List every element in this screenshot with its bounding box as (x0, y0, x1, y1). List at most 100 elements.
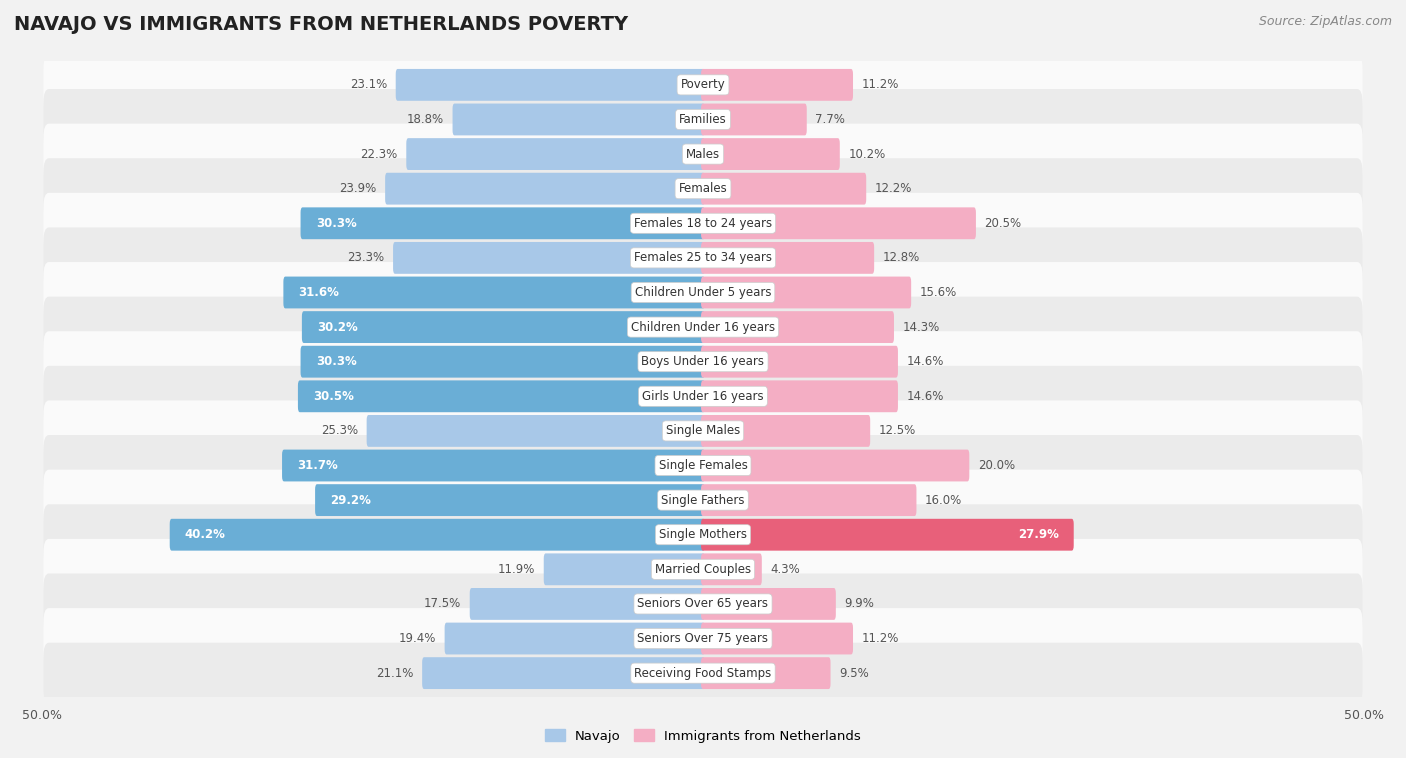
Text: 18.8%: 18.8% (406, 113, 444, 126)
FancyBboxPatch shape (702, 518, 1074, 550)
Text: Single Mothers: Single Mothers (659, 528, 747, 541)
FancyBboxPatch shape (394, 242, 704, 274)
FancyBboxPatch shape (702, 449, 969, 481)
FancyBboxPatch shape (702, 588, 835, 620)
FancyBboxPatch shape (702, 208, 976, 240)
Text: 21.1%: 21.1% (377, 666, 413, 680)
FancyBboxPatch shape (44, 400, 1362, 462)
Text: 30.3%: 30.3% (316, 356, 357, 368)
FancyBboxPatch shape (544, 553, 704, 585)
Text: 20.0%: 20.0% (979, 459, 1015, 472)
Text: 11.2%: 11.2% (862, 78, 898, 92)
Text: 30.5%: 30.5% (314, 390, 354, 402)
Text: 22.3%: 22.3% (360, 148, 398, 161)
Text: 31.7%: 31.7% (297, 459, 337, 472)
Text: 14.6%: 14.6% (907, 390, 943, 402)
Text: 40.2%: 40.2% (186, 528, 226, 541)
Text: 27.9%: 27.9% (1018, 528, 1059, 541)
FancyBboxPatch shape (702, 381, 898, 412)
Text: 20.5%: 20.5% (984, 217, 1022, 230)
Text: Boys Under 16 years: Boys Under 16 years (641, 356, 765, 368)
FancyBboxPatch shape (406, 138, 704, 170)
FancyBboxPatch shape (702, 657, 831, 689)
FancyBboxPatch shape (301, 346, 704, 377)
Text: 12.8%: 12.8% (883, 252, 920, 265)
FancyBboxPatch shape (44, 193, 1362, 254)
Text: 11.2%: 11.2% (862, 632, 898, 645)
Text: 14.6%: 14.6% (907, 356, 943, 368)
Text: 16.0%: 16.0% (925, 493, 962, 506)
Text: 15.6%: 15.6% (920, 286, 957, 299)
Text: Girls Under 16 years: Girls Under 16 years (643, 390, 763, 402)
Text: 17.5%: 17.5% (423, 597, 461, 610)
FancyBboxPatch shape (44, 574, 1362, 634)
FancyBboxPatch shape (298, 381, 704, 412)
FancyBboxPatch shape (702, 242, 875, 274)
Text: 23.9%: 23.9% (339, 182, 377, 195)
Text: 11.9%: 11.9% (498, 563, 536, 576)
Text: Single Males: Single Males (666, 424, 740, 437)
Text: 31.6%: 31.6% (298, 286, 339, 299)
Text: Seniors Over 75 years: Seniors Over 75 years (637, 632, 769, 645)
Text: 23.3%: 23.3% (347, 252, 384, 265)
FancyBboxPatch shape (702, 69, 853, 101)
Text: 14.3%: 14.3% (903, 321, 939, 334)
Text: Receiving Food Stamps: Receiving Food Stamps (634, 666, 772, 680)
FancyBboxPatch shape (702, 622, 853, 654)
Text: 30.2%: 30.2% (318, 321, 359, 334)
Legend: Navajo, Immigrants from Netherlands: Navajo, Immigrants from Netherlands (540, 724, 866, 748)
Text: 19.4%: 19.4% (399, 632, 436, 645)
Text: NAVAJO VS IMMIGRANTS FROM NETHERLANDS POVERTY: NAVAJO VS IMMIGRANTS FROM NETHERLANDS PO… (14, 15, 628, 34)
Text: Females 18 to 24 years: Females 18 to 24 years (634, 217, 772, 230)
FancyBboxPatch shape (44, 89, 1362, 150)
Text: Seniors Over 65 years: Seniors Over 65 years (637, 597, 769, 610)
FancyBboxPatch shape (702, 173, 866, 205)
Text: 10.2%: 10.2% (848, 148, 886, 161)
FancyBboxPatch shape (301, 208, 704, 240)
FancyBboxPatch shape (453, 104, 704, 136)
Text: 12.5%: 12.5% (879, 424, 917, 437)
FancyBboxPatch shape (444, 622, 704, 654)
FancyBboxPatch shape (367, 415, 704, 446)
FancyBboxPatch shape (283, 449, 704, 481)
FancyBboxPatch shape (44, 643, 1362, 703)
FancyBboxPatch shape (702, 138, 839, 170)
FancyBboxPatch shape (44, 262, 1362, 323)
FancyBboxPatch shape (284, 277, 704, 309)
FancyBboxPatch shape (44, 55, 1362, 115)
Text: 9.5%: 9.5% (839, 666, 869, 680)
FancyBboxPatch shape (702, 312, 894, 343)
Text: Source: ZipAtlas.com: Source: ZipAtlas.com (1258, 15, 1392, 28)
Text: Females 25 to 34 years: Females 25 to 34 years (634, 252, 772, 265)
FancyBboxPatch shape (470, 588, 704, 620)
Text: 29.2%: 29.2% (330, 493, 371, 506)
Text: 7.7%: 7.7% (815, 113, 845, 126)
Text: Families: Families (679, 113, 727, 126)
FancyBboxPatch shape (44, 331, 1362, 392)
FancyBboxPatch shape (44, 470, 1362, 531)
Text: 9.9%: 9.9% (845, 597, 875, 610)
FancyBboxPatch shape (395, 69, 704, 101)
FancyBboxPatch shape (44, 158, 1362, 219)
Text: Single Fathers: Single Fathers (661, 493, 745, 506)
FancyBboxPatch shape (702, 553, 762, 585)
FancyBboxPatch shape (702, 277, 911, 309)
Text: Poverty: Poverty (681, 78, 725, 92)
FancyBboxPatch shape (702, 484, 917, 516)
FancyBboxPatch shape (44, 227, 1362, 288)
Text: 12.2%: 12.2% (875, 182, 912, 195)
Text: Females: Females (679, 182, 727, 195)
FancyBboxPatch shape (702, 346, 898, 377)
FancyBboxPatch shape (44, 539, 1362, 600)
Text: Males: Males (686, 148, 720, 161)
FancyBboxPatch shape (385, 173, 704, 205)
FancyBboxPatch shape (702, 415, 870, 446)
FancyBboxPatch shape (44, 366, 1362, 427)
FancyBboxPatch shape (170, 518, 704, 550)
Text: Married Couples: Married Couples (655, 563, 751, 576)
Text: Single Females: Single Females (658, 459, 748, 472)
Text: 23.1%: 23.1% (350, 78, 387, 92)
Text: 25.3%: 25.3% (321, 424, 359, 437)
FancyBboxPatch shape (44, 124, 1362, 184)
Text: 30.3%: 30.3% (316, 217, 357, 230)
